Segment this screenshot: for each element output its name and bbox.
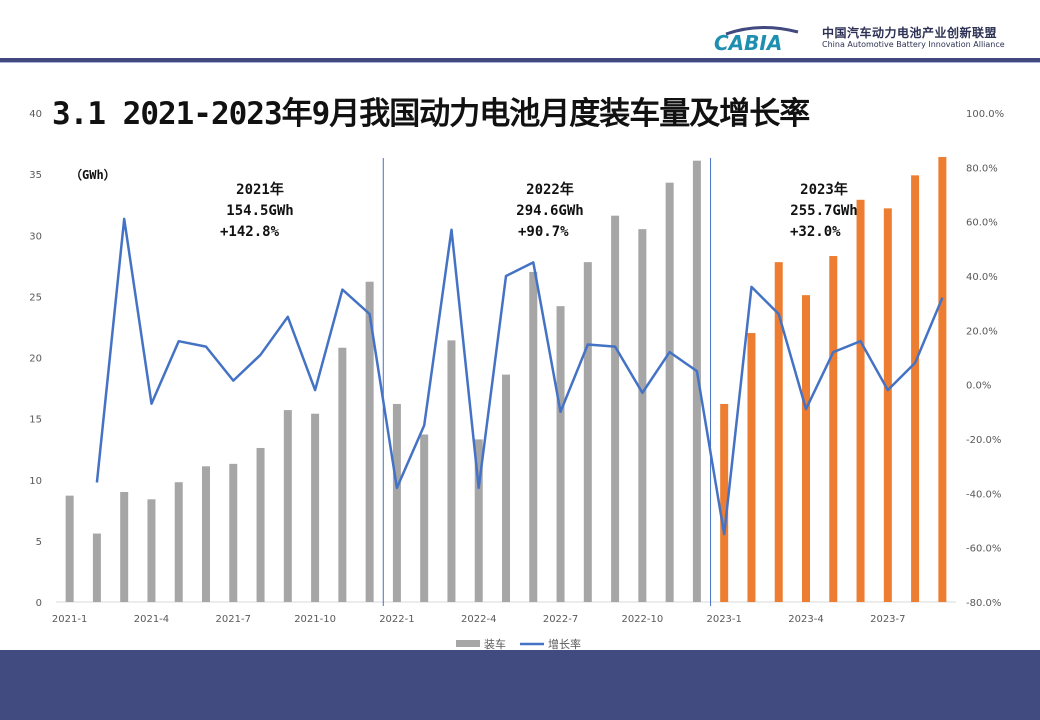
period-total: 294.6GWh [516, 203, 584, 219]
bar-2022-1 [392, 403, 401, 602]
bar-2021-3 [120, 491, 129, 602]
y-left-tick-label: 5 [36, 537, 42, 548]
bar-2021-1 [65, 495, 74, 602]
bar-2021-10 [311, 413, 320, 602]
y-right-tick-label: -20.0% [966, 435, 1001, 446]
bar-line-chart: 0 5 10 15 20 25 30 35 40 -80.0% -60.0% -40.0% -20.0%… [29, 109, 1004, 650]
y-right-tick-label: -40.0% [966, 489, 1001, 500]
x-tick-label: 2023-7 [870, 614, 905, 625]
bar-2022-5 [502, 374, 510, 602]
period-summary-2021: 2021年 154.5GWh +142.8% [200, 180, 320, 243]
bar-2021-5 [174, 482, 183, 602]
bar-2022-8 [583, 262, 592, 602]
y-right-tick-label: 80.0% [966, 163, 998, 174]
bar-2023-6 [856, 199, 865, 603]
legend-label: 装车 [484, 637, 506, 650]
bar-2022-2 [420, 434, 429, 602]
bar-2021-7 [229, 463, 238, 602]
y-left-tick-label: 0 [36, 598, 42, 609]
period-year: 2022年 [526, 182, 574, 198]
bar-2023-8 [911, 175, 920, 602]
growth-rate-line [95, 217, 944, 536]
period-year: 2023年 [800, 182, 848, 198]
x-tick-label: 2023-4 [788, 614, 823, 625]
org-name-cn: 中国汽车动力电池产业创新联盟 [822, 26, 998, 40]
bar-2021-8 [256, 447, 265, 602]
x-tick-label: 2021-1 [52, 614, 87, 625]
period-total: 255.7GWh [790, 203, 858, 219]
org-name-en: China Automotive Battery Innovation Alli… [822, 40, 1005, 49]
bar-2021-9 [283, 410, 292, 602]
bar-2021-4 [147, 499, 156, 602]
bar-2021-2 [92, 533, 101, 602]
bar-2023-3 [774, 262, 783, 602]
bar-2023-9 [938, 157, 947, 602]
y-right-tick-label: 40.0% [966, 272, 998, 283]
period-growth: +142.8% [220, 224, 280, 240]
bar-2021-11 [338, 347, 347, 602]
period-total: 154.5GWh [226, 203, 294, 219]
x-tick-label: 2021-10 [294, 614, 336, 625]
cabia-logo-icon: CABIA [714, 25, 799, 52]
period-growth: +32.0% [790, 224, 841, 240]
legend-swatch-bar [456, 640, 480, 647]
period-summary-2022: 2022年 294.6GWh +90.7% [490, 180, 610, 243]
period-year: 2021年 [236, 182, 284, 198]
y-left-tick-label: 35 [29, 170, 42, 181]
y-left-tick-label: 15 [29, 415, 42, 426]
bar-2022-3 [447, 340, 456, 602]
x-tick-label: 2023-1 [706, 614, 741, 625]
bar-2021-12 [365, 281, 374, 602]
bar-2023-1 [720, 403, 729, 602]
bar-2022-6 [529, 271, 538, 602]
y-left-tick-label: 30 [29, 231, 42, 242]
y-right-tick-label: 60.0% [966, 218, 998, 229]
page-title: 3.1 2021-2023年9月我国动力电池月度装车量及增长率 [52, 96, 810, 132]
x-tick-label: 2021-7 [216, 614, 251, 625]
bar-2021-6 [202, 466, 210, 602]
footer-band [0, 650, 1040, 720]
y-left-tick-label: 25 [29, 292, 42, 303]
period-summary-2023: 2023年 255.7GWh +32.0% [764, 180, 884, 243]
y-right-tick-label: -60.0% [966, 544, 1001, 555]
y-left-tick-label: 10 [29, 476, 42, 487]
y-right-tick-label: -80.0% [966, 598, 1001, 609]
bar-2022-7 [556, 306, 565, 602]
y-right-tick-label: 20.0% [966, 326, 998, 337]
y-right-tick-label: 0.0% [966, 381, 991, 392]
period-growth: +90.7% [518, 224, 569, 240]
bar-2023-5 [829, 256, 838, 602]
x-tick-label: 2021-4 [134, 614, 169, 625]
y-left-tick-label: 20 [29, 354, 42, 365]
bar-2023-7 [883, 208, 892, 603]
x-tick-label: 2022-10 [621, 614, 663, 625]
header-rule [0, 58, 1040, 62]
bar-2023-2 [747, 333, 756, 602]
bar-2022-12 [692, 160, 701, 603]
legend-label: 增长率 [548, 637, 581, 650]
x-tick-label: 2022-1 [379, 614, 414, 625]
bar-2022-11 [665, 182, 674, 602]
bar-2022-9 [611, 215, 620, 602]
x-tick-label: 2022-4 [461, 614, 496, 625]
bar-2022-4 [474, 439, 483, 602]
cabia-logo: CABIA 中国汽车动力电池产业创新联盟 China Automotive Ba… [712, 20, 1012, 54]
bar-2023-4 [802, 295, 810, 602]
y-right-tick-label: 100.0% [966, 109, 1004, 120]
logo-text: CABIA [714, 31, 782, 52]
bar-2022-10 [638, 229, 647, 602]
unit-label: （GWh） [70, 168, 116, 182]
header-rule-light [0, 62, 1040, 63]
y-left-tick-label: 40 [29, 109, 42, 120]
x-tick-label: 2022-7 [543, 614, 578, 625]
